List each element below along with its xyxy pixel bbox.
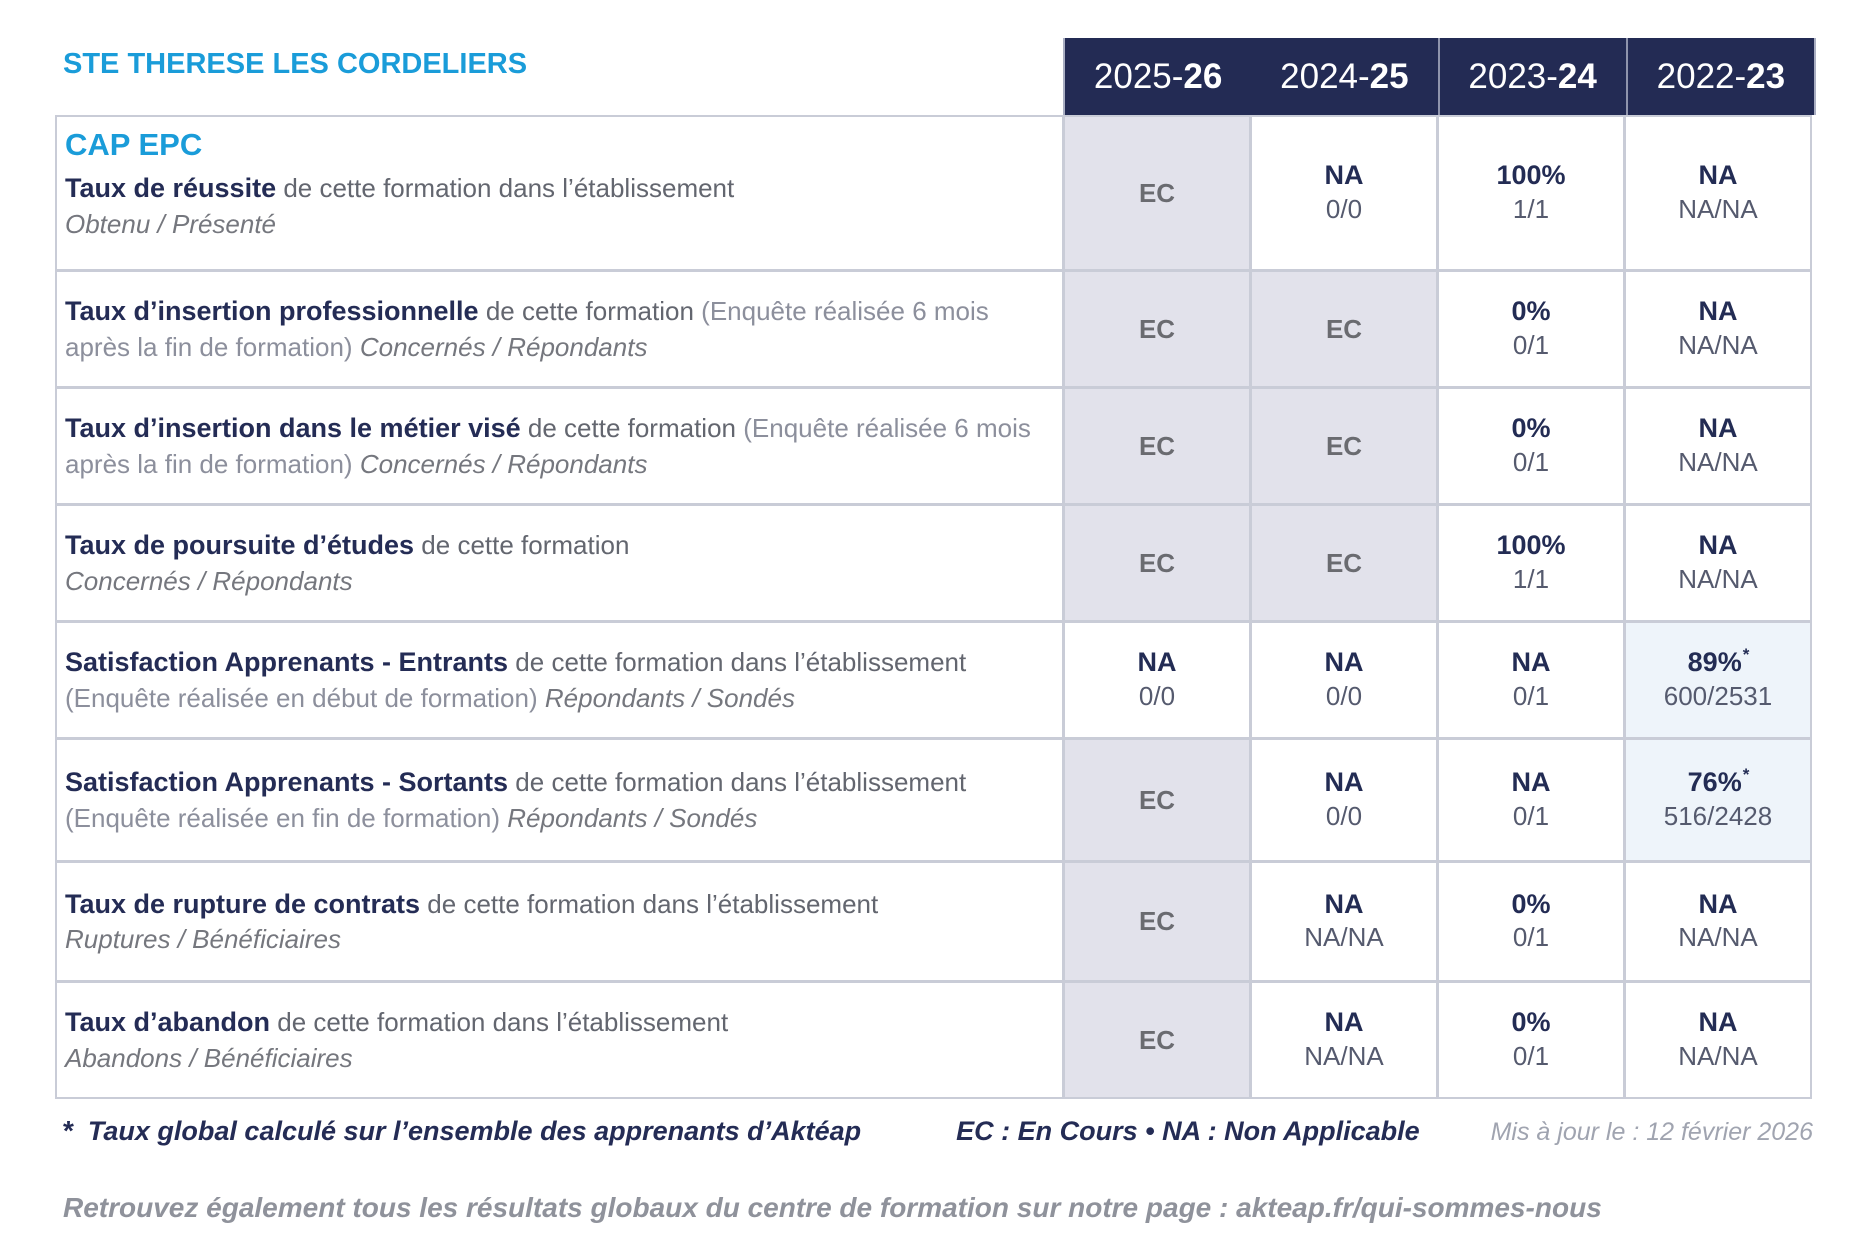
row-subtitle: Abandons / Bénéficiaires [65, 1042, 353, 1073]
row-label-rupture-contrats: Taux de rupture de contrats de cette for… [57, 863, 1062, 980]
table-cell: NA 0/0 [1252, 623, 1436, 737]
table-cell: EC [1065, 983, 1249, 1097]
year-prefix: 2023- [1468, 56, 1558, 96]
row-desc: de cette formation [485, 296, 694, 327]
row-subtitle: Répondants / Sondés [507, 802, 758, 833]
row-label-taux-reussite: CAP EPC Taux de réussite de cette format… [57, 117, 1062, 269]
footnote-asterisk: * [63, 1115, 74, 1146]
row-title: Taux de réussite [65, 173, 277, 203]
table-cell: NA NA/NA [1626, 272, 1810, 386]
row-paren: (Enquête réalisée en fin de formation) [65, 802, 501, 833]
table-cell: EC [1065, 506, 1249, 620]
row-title: Taux d’abandon [65, 1007, 271, 1038]
table-cell: NA NA/NA [1626, 506, 1810, 620]
row-subtitle: Concernés / Répondants [359, 331, 648, 362]
table-cell: EC [1252, 506, 1436, 620]
table-cell: 0% 0/1 [1439, 983, 1623, 1097]
table-cell: EC [1252, 389, 1436, 503]
row-subtitle: Concernés / Répondants [359, 448, 648, 479]
row-label-satisfaction-sortants: Satisfaction Apprenants - Sortants de ce… [57, 740, 1062, 860]
row-desc: de cette formation [421, 530, 630, 561]
table-cell: EC [1065, 272, 1249, 386]
row-desc: de cette formation dans l’établissement [427, 888, 879, 919]
table-cell: NA NA/NA [1252, 983, 1436, 1097]
year-bold: 23 [1746, 56, 1786, 96]
row-label-abandon: Taux d’abandon de cette formation dans l… [57, 983, 1062, 1097]
row-subtitle: Obtenu / Présenté [65, 208, 277, 239]
table-cell: EC [1065, 863, 1249, 980]
table-cell: 100% 1/1 [1439, 117, 1623, 269]
program-title: CAP EPC [65, 127, 203, 162]
row-label-insertion-metier-vise: Taux d’insertion dans le métier visé de … [57, 389, 1062, 503]
table-cell: EC [1065, 117, 1249, 269]
row-title: Satisfaction Apprenants - Sortants [65, 767, 509, 798]
table-cell: NA 0/0 [1065, 623, 1249, 737]
row-paren: (Enquête réalisée 6 mois après la fin de… [65, 296, 989, 362]
year-bold: 24 [1557, 56, 1597, 96]
row-title: Taux de poursuite d’études [65, 530, 415, 561]
year-bold: 26 [1183, 56, 1223, 96]
table-cell: NA NA/NA [1626, 863, 1810, 980]
row-paren: (Enquête réalisée 6 mois après la fin de… [65, 413, 1031, 479]
table-cell: EC [1065, 389, 1249, 503]
akteap-link[interactable]: akteap.fr/qui-sommes-nous [1236, 1192, 1602, 1223]
table-cell: NA NA/NA [1626, 389, 1810, 503]
year-prefix: 2025- [1093, 56, 1184, 96]
row-paren: (Enquête réalisée en début de formation) [65, 682, 538, 713]
row-title: Taux d’insertion dans le métier visé [65, 413, 521, 444]
year-column-2024-25: 2024- 25 [1251, 38, 1437, 115]
row-desc: de cette formation [527, 413, 737, 444]
row-desc: de cette formation dans l’établissement [283, 173, 735, 203]
row-label-insertion-professionnelle: Taux d’insertion professionnelle de cett… [57, 272, 1062, 386]
table-cell: NA NA/NA [1626, 983, 1810, 1097]
table-cell: NA 0/0 [1252, 117, 1436, 269]
row-desc: de cette formation dans l’établissement [515, 647, 967, 678]
footnote-asterisk: * [1742, 645, 1750, 665]
row-subtitle: Ruptures / Bénéficiaires [65, 924, 342, 955]
global-results-text: Retrouvez également tous les résultats g… [63, 1192, 1237, 1223]
footnote-asterisk: * [1742, 765, 1750, 785]
table-cell-highlight: 89%* 600/2531 [1626, 623, 1810, 737]
row-desc: de cette formation dans l’établissement [515, 767, 967, 798]
year-prefix: 2024- [1280, 56, 1370, 96]
row-label-satisfaction-entrants: Satisfaction Apprenants - Entrants de ce… [57, 623, 1062, 737]
row-label-poursuite-etudes: Taux de poursuite d’études de cette form… [57, 506, 1062, 620]
page-title: STE THERESE LES CORDELIERS [63, 48, 528, 80]
footnote-text: Taux global calculé sur l’ensemble des a… [87, 1116, 862, 1146]
year-column-2023-24: 2023- 24 [1437, 38, 1626, 115]
table-cell: 0% 0/1 [1439, 389, 1623, 503]
year-prefix: 2022- [1656, 56, 1747, 96]
row-title: Taux d’insertion professionnelle [65, 296, 479, 327]
table-cell: 0% 0/1 [1439, 272, 1623, 386]
last-updated-text: Mis à jour le : 12 février 2026 [1490, 1118, 1813, 1146]
row-subtitle: Répondants / Sondés [544, 682, 795, 713]
row-desc: de cette formation dans l’établissement [277, 1007, 729, 1038]
row-subtitle: Concernés / Répondants [65, 565, 353, 596]
year-column-2025-26: 2025- 26 [1065, 38, 1251, 115]
table-cell: EC [1252, 272, 1436, 386]
year-bold: 25 [1369, 56, 1409, 96]
legend-text: EC : En Cours • NA : Non Applicable [956, 1116, 1420, 1146]
year-header-bar: 2025- 26 2024- 25 2023- 24 2022- 23 [1063, 38, 1816, 115]
global-results-note: Retrouvez également tous les résultats g… [63, 1192, 1602, 1224]
row-title: Taux de rupture de contrats [65, 888, 421, 919]
table-cell: NA NA/NA [1252, 863, 1436, 980]
table-cell: EC [1065, 740, 1249, 860]
table-cell: NA 0/1 [1439, 740, 1623, 860]
table-cell: 100% 1/1 [1439, 506, 1623, 620]
table-cell: NA 0/0 [1252, 740, 1436, 860]
table-cell: NA NA/NA [1626, 117, 1810, 269]
year-column-2022-23: 2022- 23 [1625, 38, 1814, 115]
table-cell: NA 0/1 [1439, 623, 1623, 737]
results-table: CAP EPC Taux de réussite de cette format… [55, 115, 1812, 1099]
footnote-row: * Taux global calculé sur l’ensemble des… [63, 1115, 1813, 1147]
table-cell-highlight: 76%* 516/2428 [1626, 740, 1810, 860]
table-cell: 0% 0/1 [1439, 863, 1623, 980]
row-title: Satisfaction Apprenants - Entrants [65, 647, 509, 678]
